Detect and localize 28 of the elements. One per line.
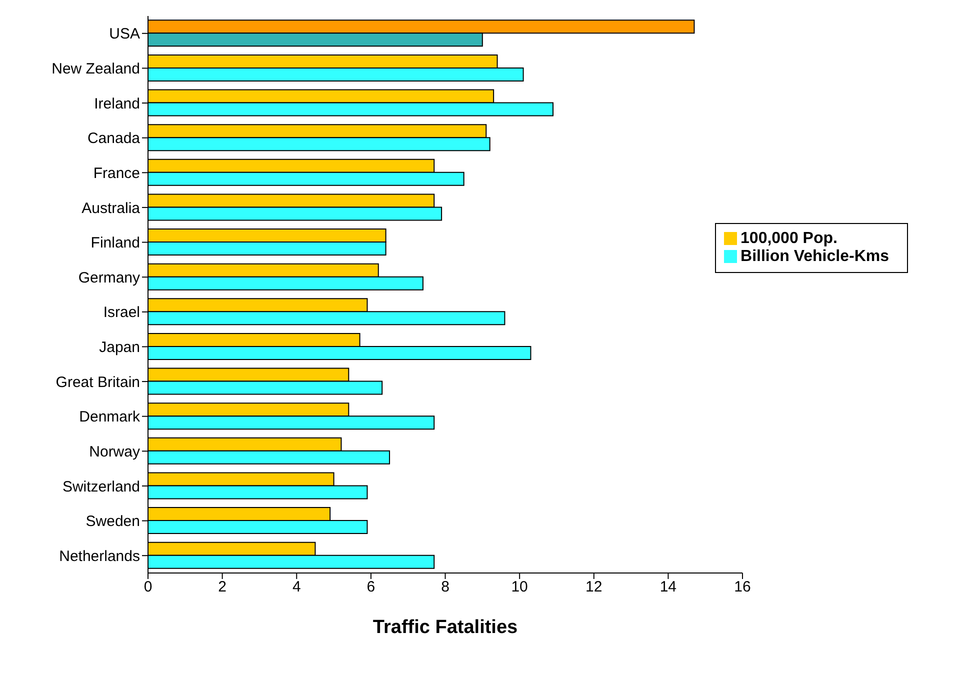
x-tick-label: 12 bbox=[586, 578, 602, 596]
y-tick-label: Sweden bbox=[86, 513, 140, 530]
y-tick-label: Finland bbox=[90, 234, 140, 252]
x-tick-label: 14 bbox=[660, 578, 677, 596]
y-tick-label: USA bbox=[109, 26, 140, 43]
legend-label: Billion Vehicle-Kms bbox=[740, 248, 889, 265]
x-tick-label: 8 bbox=[441, 578, 450, 596]
x-tick-label: 6 bbox=[366, 578, 376, 596]
y-tick-label: Japan bbox=[99, 339, 140, 356]
y-tick-label: Germany bbox=[78, 269, 140, 286]
y-tick-label: Norway bbox=[89, 443, 140, 460]
y-tick-label: Netherlands bbox=[59, 548, 140, 565]
y-tick-label: Canada bbox=[87, 130, 141, 148]
y-tick-label: Israel bbox=[103, 304, 140, 322]
x-tick-label: 2 bbox=[218, 578, 226, 596]
y-tick-label: Ireland bbox=[94, 95, 140, 112]
legend-label: 100,000 Pop. bbox=[740, 230, 838, 247]
x-tick-label: 10 bbox=[511, 578, 528, 596]
y-tick-label: Great Britain bbox=[56, 374, 140, 391]
y-tick-label: France bbox=[93, 164, 140, 182]
x-axis-title: Traffic Fatalities bbox=[372, 617, 518, 638]
y-tick-label: Denmark bbox=[79, 408, 140, 426]
x-tick-label: 16 bbox=[734, 578, 751, 596]
y-tick-label: New Zealand bbox=[52, 60, 140, 78]
x-tick-label: 0 bbox=[144, 578, 152, 596]
y-tick-label: Australia bbox=[82, 200, 141, 217]
y-tick-label: Switzerland bbox=[62, 478, 140, 496]
x-tick-label: 4 bbox=[292, 578, 301, 596]
